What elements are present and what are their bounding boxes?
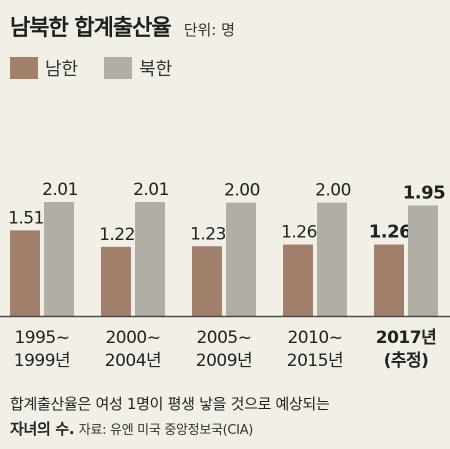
footnote-line-2-text: 자녀의 수. [10,420,75,438]
unit-label: 단위: 명 [183,21,235,39]
category-label-2-line-0: 2005~ [196,328,251,348]
footnote-line-2: 자녀의 수. 자료: 유엔 미국 중앙정보국(CIA) [10,417,440,443]
category-label-4-line-0: 2017년 [376,328,436,348]
bar-north-4 [408,205,438,316]
footnote-line-1: 합계출산율은 여성 1명이 평생 낳을 것으로 예상되는 [10,395,330,413]
legend-swatch-south [10,57,38,79]
footnote: 합계출산율은 여성 1명이 평생 낳을 것으로 예상되는 자녀의 수. 자료: … [10,392,440,443]
category-label-3-line-0: 2010~ [287,328,342,348]
value-label-south-0: 1.51 [8,208,44,228]
value-label-south-1: 1.22 [99,225,135,245]
legend-item-north: 북한 [104,55,172,81]
category-label-0-line-0: 1995~ [14,328,69,348]
bar-south-4 [374,244,404,316]
bar-north-0 [44,202,74,316]
value-label-south-2: 1.23 [190,224,226,244]
value-label-north-3: 2.00 [315,181,351,201]
bar-chart: 1.51 2.01 1995~ 1999년 1.22 2.01 2000~ 2004년 1.23… [0,180,450,371]
value-label-north-4: 1.95 [403,182,445,203]
legend-swatch-north [104,57,133,79]
title-row: 남북한 합계출산율 단위: 명 [10,10,235,44]
legend-label-north: 북한 [139,59,173,80]
bar-north-1 [135,202,165,316]
chart-title: 남북한 합계출산율 [10,16,172,41]
category-label-1-line-0: 2000~ [105,328,160,348]
category-label-4-line-1: (추정) [384,351,429,371]
bar-north-2 [226,202,256,316]
bar-south-0 [10,230,40,316]
legend-item-south: 남한 [10,55,78,81]
bar-south-1 [101,246,131,316]
value-label-south-4: 1.26 [369,222,411,243]
bar-south-3 [283,244,313,316]
value-label-south-3: 1.26 [281,223,317,243]
value-label-north-1: 2.01 [133,180,169,200]
source-note: 자료: 유엔 미국 중앙정보국(CIA) [78,423,254,438]
legend: 남한 북한 [10,56,198,80]
category-label-2-line-1: 2009년 [196,351,252,371]
value-label-north-2: 2.00 [224,181,260,201]
category-label-1-line-1: 2004년 [105,351,161,371]
value-label-north-0: 2.01 [42,180,78,200]
bar-south-2 [192,246,222,316]
category-label-3-line-1: 2015년 [287,351,343,371]
bar-north-3 [317,202,347,316]
category-label-0-line-1: 1999년 [14,351,70,371]
legend-label-south: 남한 [45,59,79,80]
